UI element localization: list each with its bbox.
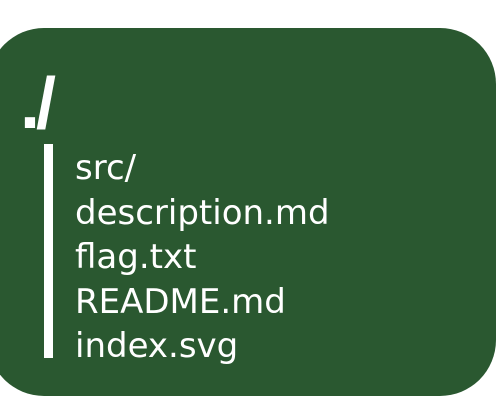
file-entry-src[interactable]: src/	[75, 148, 137, 188]
file-entry-flag[interactable]: flag.txt	[75, 237, 197, 277]
directory-path: ./	[20, 64, 56, 144]
file-list: src/ description.md flag.txt README.md i…	[75, 146, 330, 369]
file-entry-description[interactable]: description.md	[75, 192, 330, 233]
file-entry-readme[interactable]: README.md	[75, 281, 286, 322]
tree-connector-line	[44, 144, 53, 358]
file-entry-index[interactable]: index.svg	[75, 326, 239, 366]
directory-card	[0, 28, 496, 396]
